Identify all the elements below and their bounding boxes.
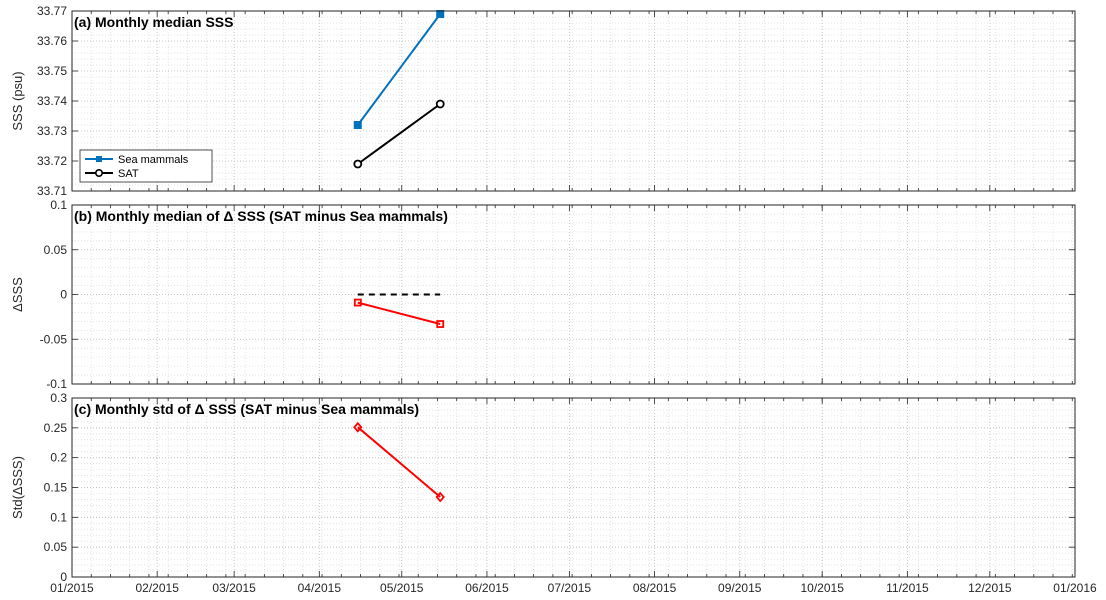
- x-tick-label: 02/2015: [135, 581, 179, 595]
- series-sat-point: [353, 159, 363, 169]
- y-tick-label: 0.05: [44, 243, 68, 257]
- y-tick-label: -0.1: [46, 377, 67, 391]
- legend-box: [79, 149, 213, 183]
- x-tick-label: 06/2015: [465, 581, 509, 595]
- grid: [71, 204, 1076, 385]
- y-axis-label: ΔSSS: [10, 277, 25, 312]
- axes-box: [71, 10, 1076, 192]
- series-1-point: [435, 491, 445, 503]
- series-1-point: [353, 298, 362, 307]
- y-tick-label: 33.75: [37, 64, 67, 78]
- x-tick-label: 01/2016: [1053, 581, 1097, 595]
- legend-sea-mammals-label: Sea mammals: [118, 154, 189, 166]
- panel-title: (a) Monthly median SSS: [74, 14, 233, 30]
- y-tick-label: 0.2: [50, 451, 67, 465]
- y-axis-label: SSS (psu): [10, 71, 25, 130]
- y-tick-label: 0.15: [44, 481, 68, 495]
- series-sea-mammals-point: [353, 121, 362, 129]
- y-tick-label: 0.1: [50, 198, 67, 212]
- legend: Sea mammals SAT: [79, 149, 213, 183]
- y-tick-label: 0.05: [44, 540, 68, 554]
- series-layer: [353, 293, 445, 328]
- series-layer: [353, 10, 445, 169]
- series-1-point: [353, 421, 363, 433]
- y-tick-label: 0.3: [50, 391, 67, 405]
- y-tick-label: 33.72: [37, 154, 67, 168]
- x-tick-label: 12/2015: [968, 581, 1012, 595]
- series-1-line: [357, 301, 441, 325]
- x-tick-label: 01/2015: [50, 581, 94, 595]
- axes-box: [71, 204, 1076, 385]
- series-sea-mammals-line: [356, 13, 442, 126]
- y-tick-label: 0: [60, 570, 67, 584]
- y-tick-label: 33.77: [37, 4, 67, 18]
- y-tick-label: 0: [60, 288, 67, 302]
- x-tick-label: 07/2015: [548, 581, 592, 595]
- y-axis-label: Std(ΔSSS): [10, 456, 25, 519]
- x-tick-label: 04/2015: [298, 581, 342, 595]
- series-sat-line: [357, 103, 441, 165]
- series-sat-point: [435, 99, 445, 109]
- legend-sea-mammals-marker: [96, 156, 102, 162]
- axes-box: [71, 397, 1076, 578]
- y-tick-label: 0.1: [50, 510, 67, 524]
- series-sea-mammals-point: [436, 10, 445, 18]
- y-tick-label: -0.05: [40, 332, 68, 346]
- x-tick-label: 10/2015: [800, 581, 844, 595]
- series-1-line: [357, 426, 441, 498]
- series-layer: [353, 421, 445, 503]
- panel-title: (c) Monthly std of Δ SSS (SAT minus Sea …: [74, 401, 419, 417]
- panel-b: -0.1 -0.05 0 0.05 0.1 ΔSSS (b) Monthly median …: [10, 198, 1076, 391]
- y-tick-label: 0.25: [44, 421, 68, 435]
- x-tick-label: 03/2015: [212, 581, 256, 595]
- legend-sat-label: SAT: [118, 168, 139, 180]
- panel-title: (b) Monthly median of Δ SSS (SAT minus S…: [74, 208, 448, 224]
- panel-c: 0 0.05 0.1 0.15 0.2 0.25 0.3 01/2015 02/2015 03/2…: [10, 391, 1097, 595]
- y-tick-label: 33.76: [37, 34, 67, 48]
- y-tick-label: 33.73: [37, 124, 67, 138]
- y-tick-label: 33.71: [37, 184, 67, 198]
- grid: [71, 397, 1076, 578]
- x-tick-label: 05/2015: [380, 581, 424, 595]
- series-1-point: [436, 320, 445, 328]
- legend-sat-marker: [95, 169, 104, 178]
- y-tick-label: 33.74: [37, 94, 67, 108]
- x-tick-label: 09/2015: [718, 581, 762, 595]
- x-tick-label: 11/2015: [886, 581, 929, 595]
- panel-a: 33.71 33.72 33.73 33.74 33.75 33.76 33.77 SSS (…: [10, 4, 1076, 198]
- x-tick-label: 08/2015: [633, 581, 677, 595]
